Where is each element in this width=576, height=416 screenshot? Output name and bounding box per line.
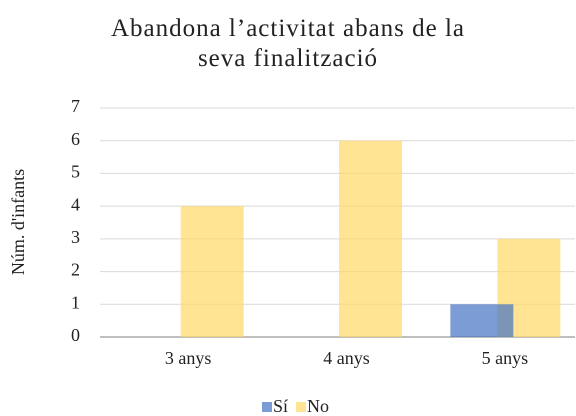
legend-swatch	[296, 402, 306, 412]
y-tick-label: 5	[71, 162, 80, 182]
y-tick-label: 7	[71, 96, 80, 116]
x-tick-label: 5 anys	[482, 348, 529, 368]
y-tick-label: 6	[71, 129, 80, 149]
chart-title: Abandona l’activitat abans de la seva fi…	[110, 15, 466, 72]
y-axis-label: Núm. d'infants	[8, 169, 28, 275]
y-tick-label: 2	[71, 260, 80, 280]
legend-label: No	[307, 396, 329, 416]
x-tick-label: 3 anys	[165, 348, 212, 368]
legend-swatch	[262, 402, 272, 412]
y-tick-label: 1	[71, 292, 80, 312]
y-tick-label: 4	[71, 194, 80, 214]
bar	[450, 304, 514, 337]
y-tick-label: 0	[71, 325, 80, 345]
bar	[339, 140, 402, 337]
legend-label: Sí	[273, 396, 288, 416]
x-tick-label: 4 anys	[323, 348, 370, 368]
y-tick-label: 3	[71, 227, 80, 247]
bar	[180, 206, 244, 337]
